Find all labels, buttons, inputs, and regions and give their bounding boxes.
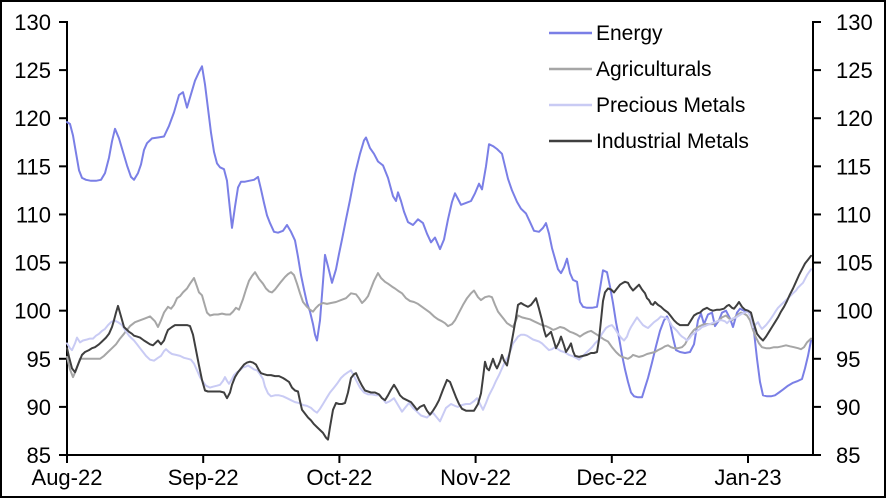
y-tick-label-right: 85 — [836, 443, 860, 468]
y-tick-label-left: 85 — [27, 443, 51, 468]
precious-metals-line — [66, 268, 812, 423]
x-tick-label: Dec-22 — [576, 465, 647, 490]
y-tick-label-left: 90 — [27, 395, 51, 420]
y-tick-label-right: 105 — [836, 251, 873, 276]
legend-label-industrial-metals: Industrial Metals — [596, 130, 749, 153]
y-tick-label-right: 115 — [836, 154, 871, 179]
legend-label-energy: Energy — [596, 22, 663, 45]
y-tick-label-right: 100 — [836, 299, 873, 324]
y-tick-label-right: 95 — [836, 347, 860, 372]
legend-label-agriculturals: Agriculturals — [596, 58, 712, 81]
legend-label-precious-metals: Precious Metals — [596, 94, 745, 117]
y-tick-label-left: 115 — [16, 154, 51, 179]
x-tick-label: Oct-22 — [306, 465, 372, 490]
x-tick-label: Sep-22 — [168, 465, 239, 490]
x-tick-label: Aug-22 — [32, 465, 103, 490]
y-tick-label-right: 110 — [836, 202, 871, 227]
energy-line — [66, 65, 812, 399]
y-tick-label-right: 90 — [836, 395, 860, 420]
y-tick-label-right: 130 — [836, 10, 873, 35]
y-tick-label-left: 105 — [14, 251, 51, 276]
y-tick-label-left: 125 — [14, 58, 51, 83]
y-tick-label-right: 125 — [836, 58, 873, 83]
y-tick-label-left: 130 — [14, 10, 51, 35]
y-tick-label-left: 110 — [16, 202, 51, 227]
y-tick-label-left: 100 — [14, 299, 51, 324]
x-tick-label: Jan-23 — [714, 465, 781, 490]
agriculturals-line — [66, 271, 812, 379]
y-tick-label-right: 120 — [836, 106, 873, 131]
y-tick-label-left: 95 — [27, 347, 51, 372]
x-tick-label: Nov-22 — [440, 465, 511, 490]
y-tick-label-left: 120 — [14, 106, 51, 131]
industrial-metals-line — [66, 254, 812, 441]
